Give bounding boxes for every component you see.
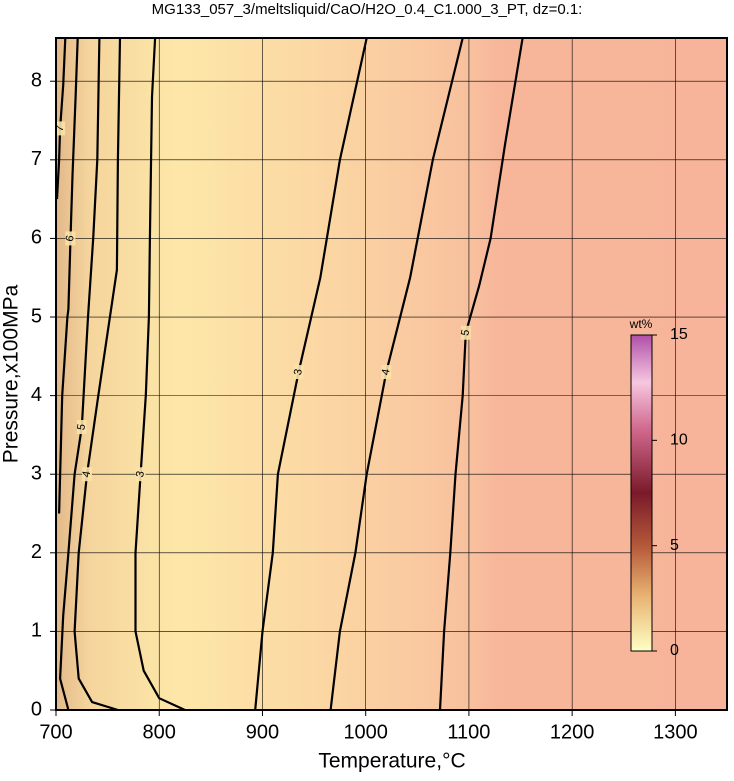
x-tick-label: 800: [143, 721, 176, 743]
contour-label-bg: [81, 467, 92, 482]
contour-label: 5: [75, 423, 88, 431]
contour-line: [58, 37, 79, 514]
y-axis-label: Pressure,x100MPa: [0, 284, 23, 463]
contour-label: 4: [80, 470, 93, 478]
contour-label: 6: [64, 234, 77, 242]
contour-label-bg: [135, 467, 146, 482]
contour-label: 3: [134, 470, 147, 478]
contour-label: 4: [380, 368, 393, 376]
contour-line: [438, 37, 524, 711]
y-tick-label: 3: [31, 462, 42, 484]
contour-label-bg: [460, 325, 471, 340]
contour-label-bg: [65, 231, 76, 246]
contour-label-bg: [381, 365, 392, 380]
chart-title: MG133_057_3/meltsliquid/CaO/H2O_0.4_C1.0…: [152, 1, 583, 18]
plot-background: [56, 38, 727, 710]
y-tick-label: 8: [31, 70, 42, 92]
y-tick-label: 5: [31, 305, 42, 327]
contour-line: [329, 37, 464, 711]
x-tick-label: 1100: [447, 721, 490, 743]
y-tick-label: 2: [31, 541, 42, 563]
colorbar-scale: [630, 334, 653, 652]
y-tick-label: 4: [31, 384, 42, 406]
contour-label: 5: [459, 329, 472, 337]
colorbar-tick-label: 5: [670, 537, 679, 554]
plot-frame: [55, 37, 728, 711]
x-tick-label: 1200: [550, 721, 595, 743]
colorbar-tick-label: 15: [670, 326, 688, 343]
axes: 700 800 900 1000 1100 1200 1300 0 1 2 3 4 5 6 7 8: [31, 70, 698, 744]
y-tick-label: 6: [31, 227, 42, 249]
contour-label-bg: [76, 420, 87, 435]
contour-label-bg: [55, 121, 66, 136]
contour-line: [254, 37, 368, 711]
colorbar: wt% 0 5 10 15: [629, 317, 688, 659]
contour-label: 3: [292, 368, 305, 376]
x-tick-label: 1300: [653, 721, 698, 743]
x-tick-label: 1000: [343, 721, 388, 743]
y-tick-label: 1: [31, 620, 42, 642]
contours: 3 3 4 5 4 5 6 7: [54, 37, 524, 712]
x-tick-label: 900: [246, 721, 279, 743]
colorbar-tick-label: 10: [670, 432, 688, 449]
colorbar-label: wt%: [629, 317, 653, 331]
contour-label: 7: [54, 124, 67, 132]
x-axis-label: Temperature,°C: [318, 750, 465, 773]
contour-line: [58, 37, 101, 711]
contour-label-bg: [293, 365, 304, 380]
y-tick-label: 7: [31, 148, 42, 170]
x-tick-label: 700: [39, 721, 72, 743]
y-tick-label: 0: [31, 698, 42, 720]
colorbar-tick-label: 0: [670, 642, 679, 659]
